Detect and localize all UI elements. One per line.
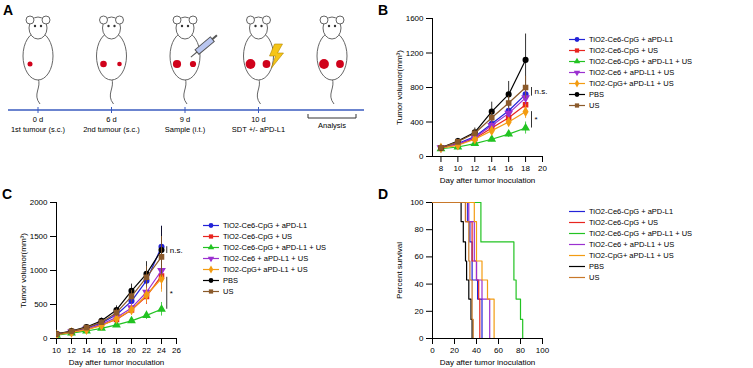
svg-text:20: 20	[127, 346, 136, 355]
svg-text:500: 500	[34, 300, 48, 309]
html-text:TiO2-Ce6-CpG + aPD-L1: TiO2-Ce6-CpG + aPD-L1	[223, 221, 308, 230]
svg-text:26: 26	[172, 346, 181, 355]
svg-text:10: 10	[52, 346, 61, 355]
svg-text:22: 22	[142, 346, 151, 355]
html-text:TiO2-Ce6 + aPD-L1 + US: TiO2-Ce6 + aPD-L1 + US	[589, 240, 675, 249]
html-text:TiO2-Ce6 + aPD-L1 + US: TiO2-Ce6 + aPD-L1 + US	[223, 254, 309, 263]
html-text:D: D	[378, 186, 389, 202]
html-text:TiO2-Ce6 + aPD-L1 + US: TiO2-Ce6 + aPD-L1 + US	[589, 68, 675, 77]
svg-text:100: 100	[410, 198, 424, 207]
svg-text:Day after tumor inoculation: Day after tumor inoculation	[440, 358, 536, 367]
html-text:TiO2-Ce6-CpG + US: TiO2-Ce6-CpG + US	[589, 218, 659, 227]
svg-text:n.s.: n.s.	[535, 87, 548, 96]
svg-text:n.s.: n.s.	[170, 246, 183, 255]
svg-text:6 d: 6 d	[106, 115, 116, 124]
svg-text:20: 20	[415, 307, 424, 316]
html-text:TiO2-Ce6-CpG + aPD-L1 + US: TiO2-Ce6-CpG + aPD-L1 + US	[223, 243, 327, 252]
svg-text:Tumor volumor(mm³): Tumor volumor(mm³)	[395, 50, 404, 125]
html-text:PBS: PBS	[589, 90, 604, 99]
svg-text:16: 16	[504, 164, 513, 173]
svg-text:40: 40	[472, 346, 481, 355]
svg-text:80: 80	[516, 346, 525, 355]
svg-text:1200: 1200	[406, 49, 424, 58]
svg-text:Day after tumor inoculation: Day after tumor inoculation	[69, 358, 165, 367]
svg-text:10 d: 10 d	[251, 115, 266, 124]
svg-text:14: 14	[82, 346, 91, 355]
html-text:TiO2-Ce6-CpG + US: TiO2-Ce6-CpG + US	[589, 46, 659, 55]
svg-text:20: 20	[538, 164, 547, 173]
svg-text:60: 60	[415, 252, 424, 261]
svg-text:80: 80	[415, 225, 424, 234]
svg-text:8: 8	[439, 164, 444, 173]
svg-text:18: 18	[112, 346, 121, 355]
svg-text:*: *	[170, 289, 173, 298]
html-text:TiO2-Ce6-CpG + US: TiO2-Ce6-CpG + US	[223, 232, 293, 241]
html-text:PBS: PBS	[589, 262, 604, 271]
svg-text:Analysis: Analysis	[318, 121, 346, 130]
svg-text:1600: 1600	[406, 14, 424, 23]
svg-text:0: 0	[419, 152, 424, 161]
svg-text:40: 40	[415, 280, 424, 289]
html-text:PBS: PBS	[223, 276, 238, 285]
svg-text:1st tumour (s.c.): 1st tumour (s.c.)	[11, 125, 66, 134]
html-text:TiO2-Ce6-CpG + aPD-L1: TiO2-Ce6-CpG + aPD-L1	[589, 207, 674, 216]
html-text:TiO2-Ce6-CpG + aPD-L1 + US: TiO2-Ce6-CpG + aPD-L1 + US	[589, 57, 693, 66]
svg-text:24: 24	[157, 346, 166, 355]
svg-text:1000: 1000	[30, 266, 48, 275]
svg-text:14: 14	[487, 164, 496, 173]
svg-text:800: 800	[410, 83, 424, 92]
svg-text:Tumor volumor(mm³): Tumor volumor(mm³)	[19, 233, 28, 308]
html-text:TiO2-CpG+ aPD-L1 + US: TiO2-CpG+ aPD-L1 + US	[589, 251, 674, 260]
svg-text:Sample (i.t.): Sample (i.t.)	[165, 125, 206, 134]
svg-text:400: 400	[410, 118, 424, 127]
svg-text:60: 60	[494, 346, 503, 355]
svg-text:SDT +/- aPD-L1: SDT +/- aPD-L1	[232, 125, 285, 134]
svg-text:Percent survival: Percent survival	[395, 242, 404, 299]
svg-text:0 d: 0 d	[33, 115, 43, 124]
svg-text:0: 0	[419, 334, 424, 343]
svg-text:0: 0	[430, 346, 435, 355]
svg-text:1500: 1500	[30, 232, 48, 241]
svg-text:2000: 2000	[30, 198, 48, 207]
svg-text:20: 20	[450, 346, 459, 355]
html-text:TiO2-Ce6-CpG + aPD-L1 + US: TiO2-Ce6-CpG + aPD-L1 + US	[589, 229, 693, 238]
svg-text:100: 100	[536, 346, 550, 355]
html-text:TiO2-CpG+ aPD-L1 + US: TiO2-CpG+ aPD-L1 + US	[223, 265, 308, 274]
html-text:US: US	[589, 101, 600, 110]
svg-text:0: 0	[43, 334, 48, 343]
svg-text:10: 10	[453, 164, 462, 173]
html-text:TiO2-Ce6-CpG + aPD-L1: TiO2-Ce6-CpG + aPD-L1	[589, 35, 674, 44]
html-text:A: A	[3, 2, 14, 18]
html-text:B: B	[378, 2, 389, 18]
html-text:C: C	[2, 186, 13, 202]
html-text:US: US	[223, 287, 234, 296]
svg-text:18: 18	[521, 164, 530, 173]
svg-text:16: 16	[97, 346, 106, 355]
html-text:TiO2-CpG+ aPD-L1 + US: TiO2-CpG+ aPD-L1 + US	[589, 79, 674, 88]
svg-text:9 d: 9 d	[180, 115, 190, 124]
svg-text:12: 12	[470, 164, 479, 173]
svg-text:*: *	[535, 115, 538, 124]
svg-text:12: 12	[67, 346, 76, 355]
svg-text:Day after tumor inoculation: Day after tumor inoculation	[440, 176, 536, 185]
svg-text:2nd tumour (s.c.): 2nd tumour (s.c.)	[83, 125, 140, 134]
html-text:US: US	[589, 273, 600, 282]
